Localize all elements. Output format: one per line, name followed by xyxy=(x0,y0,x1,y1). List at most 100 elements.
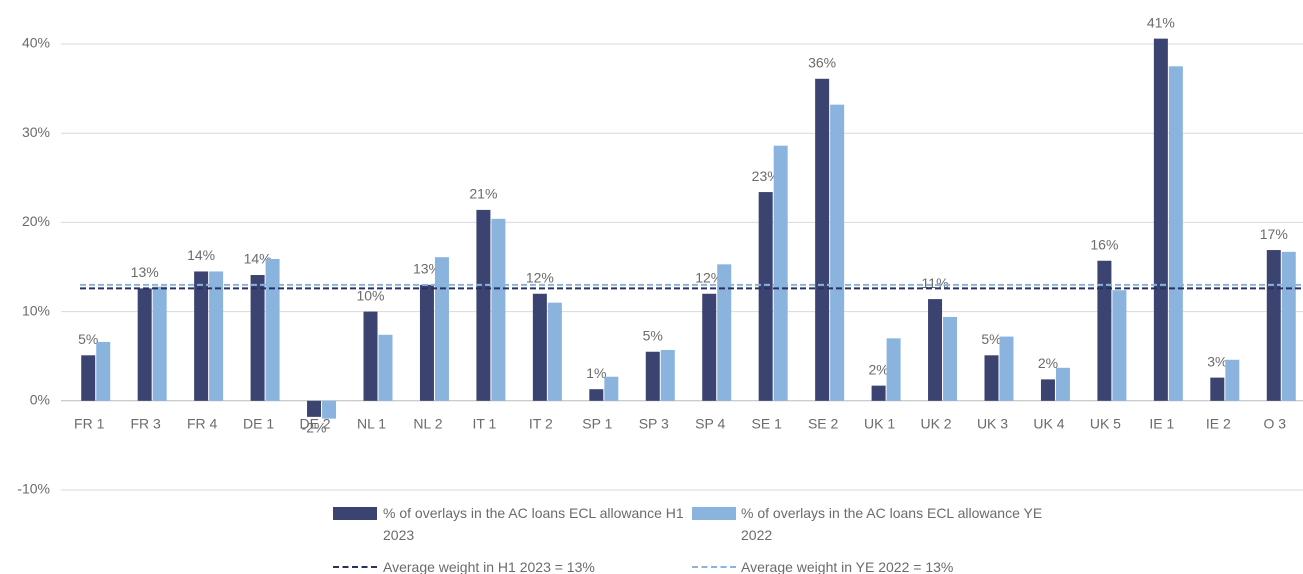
x-tick-label: DE 2 xyxy=(299,416,330,432)
x-tick-label: FR 3 xyxy=(131,416,162,432)
bar xyxy=(1168,66,1183,401)
data-label: 5% xyxy=(981,331,1001,347)
bar xyxy=(152,286,167,401)
bar xyxy=(886,338,901,401)
bar xyxy=(1112,290,1127,401)
data-label: 17% xyxy=(1260,226,1288,242)
bar xyxy=(773,145,788,401)
bar xyxy=(1153,38,1168,401)
x-tick-label: UK 2 xyxy=(920,416,951,432)
x-tick-label: IT 2 xyxy=(529,416,553,432)
bar xyxy=(943,316,958,401)
data-label: 13% xyxy=(131,264,159,280)
bar xyxy=(702,293,717,401)
bar xyxy=(209,271,224,401)
x-tick-label: O 3 xyxy=(1263,416,1286,432)
legend-label: % of overlays in the AC loans ECL allowa… xyxy=(383,505,684,543)
x-tick-label: NL 2 xyxy=(413,416,442,432)
x-tick-label: FR 1 xyxy=(74,416,105,432)
bar xyxy=(604,376,619,401)
bar xyxy=(322,400,337,419)
bar xyxy=(434,257,449,401)
bar xyxy=(758,192,773,401)
x-tick-label: NL 1 xyxy=(357,416,386,432)
legend-swatch xyxy=(333,566,377,568)
data-label: 1% xyxy=(586,365,606,381)
bar xyxy=(1040,379,1055,401)
data-label: 23% xyxy=(752,168,780,184)
bar xyxy=(532,293,547,401)
bar xyxy=(1225,359,1240,401)
y-tick-label: 10% xyxy=(22,302,50,318)
bar xyxy=(307,400,322,417)
bar xyxy=(81,355,96,401)
data-label: 3% xyxy=(1207,353,1227,369)
data-label: 5% xyxy=(643,327,663,343)
y-tick-label: 30% xyxy=(22,124,50,140)
x-tick-label: UK 1 xyxy=(864,416,895,432)
y-tick-label: 0% xyxy=(30,392,50,408)
x-tick-label: UK 4 xyxy=(1033,416,1064,432)
bar xyxy=(928,299,943,401)
x-tick-label: IT 1 xyxy=(472,416,496,432)
bar xyxy=(378,334,393,401)
bar xyxy=(1210,377,1225,401)
bar xyxy=(1266,250,1281,401)
bar xyxy=(137,288,152,401)
x-tick-label: FR 4 xyxy=(187,416,218,432)
legend-swatch xyxy=(692,566,736,568)
legend-label: Average weight in H1 2023 = 13% xyxy=(383,559,595,574)
data-label: 14% xyxy=(244,251,272,267)
y-tick-label: 40% xyxy=(22,35,50,51)
data-label: 14% xyxy=(187,247,215,263)
bar xyxy=(265,258,280,401)
bar xyxy=(1097,260,1112,401)
data-label: 13% xyxy=(413,261,441,277)
data-label: 10% xyxy=(356,287,384,303)
bar xyxy=(491,218,506,401)
data-label: 41% xyxy=(1147,14,1175,30)
x-tick-label: DE 1 xyxy=(243,416,274,432)
y-tick-label: -10% xyxy=(17,481,50,497)
bar xyxy=(999,336,1014,401)
bar xyxy=(419,284,434,401)
bar xyxy=(96,341,111,401)
bar xyxy=(815,78,830,401)
data-label: 12% xyxy=(526,269,554,285)
bar xyxy=(194,271,209,401)
bar xyxy=(717,264,732,401)
legend-swatch xyxy=(333,507,377,520)
x-tick-label: UK 5 xyxy=(1090,416,1121,432)
x-tick-label: IE 1 xyxy=(1149,416,1174,432)
data-label: 21% xyxy=(469,186,497,202)
y-tick-label: 20% xyxy=(22,213,50,229)
data-label: -2% xyxy=(302,420,327,436)
x-tick-label: SP 1 xyxy=(582,416,612,432)
legend-label: Average weight in YE 2022 = 13% xyxy=(741,559,954,574)
x-tick-label: SP 3 xyxy=(639,416,669,432)
data-label: 12% xyxy=(695,269,723,285)
data-label: 11% xyxy=(922,275,949,291)
data-label: 2% xyxy=(1038,355,1058,371)
bar xyxy=(984,355,999,401)
x-tick-label: SP 4 xyxy=(695,416,725,432)
bar xyxy=(830,104,845,401)
x-tick-label: SE 1 xyxy=(752,416,783,432)
data-label: 5% xyxy=(78,331,98,347)
legend-swatch xyxy=(692,507,736,520)
bar xyxy=(363,311,378,401)
bar xyxy=(871,385,886,401)
bar xyxy=(660,349,675,401)
x-tick-label: UK 3 xyxy=(977,416,1008,432)
data-label: 16% xyxy=(1090,236,1118,252)
bar xyxy=(547,302,562,401)
x-tick-label: SE 2 xyxy=(808,416,839,432)
bar xyxy=(250,275,265,401)
bar xyxy=(589,389,604,401)
bar xyxy=(645,351,660,401)
bar xyxy=(476,209,491,401)
legend-label: % of overlays in the AC loans ECL allowa… xyxy=(741,505,1043,543)
bar xyxy=(1281,251,1296,401)
